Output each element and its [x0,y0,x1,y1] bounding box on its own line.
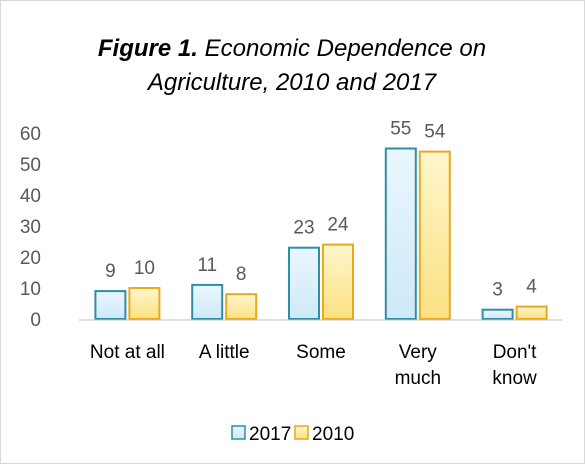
y-tick-label: 10 [20,279,41,300]
data-label-2017: 9 [105,261,116,282]
data-label-2017: 3 [492,280,503,301]
y-tick-label: 60 [20,124,41,145]
x-axis: Not at all A little Some Very much Don't know [79,319,563,389]
bar-2010 [418,150,451,320]
bar-2010 [128,287,161,320]
bar-2017 [288,246,320,320]
chart-title-text: Economic Dependence on [198,35,486,62]
data-label-2017: 55 [390,119,411,140]
y-tick-label: 30 [20,217,41,238]
x-tick-label: Very [399,342,438,363]
x-tick-label: Not at all [90,342,165,363]
legend-swatch-2017 [231,425,246,440]
chart-title-figure-label: Figure 1. [98,35,198,62]
chart-title-line1: Figure 1. Economic Dependence on [98,35,486,62]
y-tick-label: 50 [20,155,41,176]
bar-2010 [225,293,258,321]
x-tick-label: much [395,368,441,389]
chart-title-line2: Agriculture, 2010 and 2017 [146,69,438,96]
y-axis: 0 10 20 30 40 50 60 [20,124,41,331]
data-label-2010: 4 [526,277,537,298]
x-tick-label: Don't [493,342,537,363]
legend-label-2010: 2010 [312,424,354,445]
data-label-2010: 10 [134,258,155,279]
y-tick-label: 0 [30,310,41,331]
bars: 9 11 23 55 3 10 8 24 54 4 [94,119,548,321]
y-tick-label: 40 [20,186,41,207]
x-tick-label: A little [199,342,250,363]
bar-2017 [94,290,127,321]
bar-2010 [515,305,548,321]
data-label-2010: 8 [236,264,247,285]
y-tick-label: 20 [20,248,41,269]
x-tick-label: Some [296,342,346,363]
data-label-2010: 24 [327,215,349,236]
legend: 2017 2010 [231,424,354,445]
data-label-2017: 11 [197,255,217,276]
legend-label-2017: 2017 [249,424,291,445]
data-label-2017: 23 [293,218,314,239]
data-label-2010: 54 [424,122,446,143]
bar-2010 [322,243,354,321]
bar-2017 [384,147,417,320]
bar-2017 [191,283,224,320]
legend-swatch-2010 [294,425,309,440]
x-tick-label: know [492,368,537,389]
bar-2017 [481,308,514,321]
